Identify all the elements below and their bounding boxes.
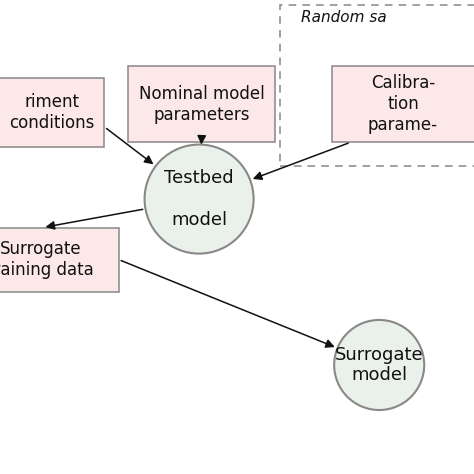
FancyBboxPatch shape xyxy=(0,78,104,147)
FancyBboxPatch shape xyxy=(0,228,118,292)
Circle shape xyxy=(334,320,424,410)
Text: riment
conditions: riment conditions xyxy=(9,93,95,132)
FancyBboxPatch shape xyxy=(128,66,275,142)
Circle shape xyxy=(145,145,254,254)
FancyBboxPatch shape xyxy=(332,66,474,142)
Text: Surrogate
training data: Surrogate training data xyxy=(0,240,94,279)
Text: Testbed

model: Testbed model xyxy=(164,169,234,229)
Text: Random sa: Random sa xyxy=(301,10,387,26)
Text: Surrogate
model: Surrogate model xyxy=(335,346,423,384)
Text: Nominal model
parameters: Nominal model parameters xyxy=(138,85,264,124)
Text: Calibra-
tion
parame-: Calibra- tion parame- xyxy=(368,74,438,134)
